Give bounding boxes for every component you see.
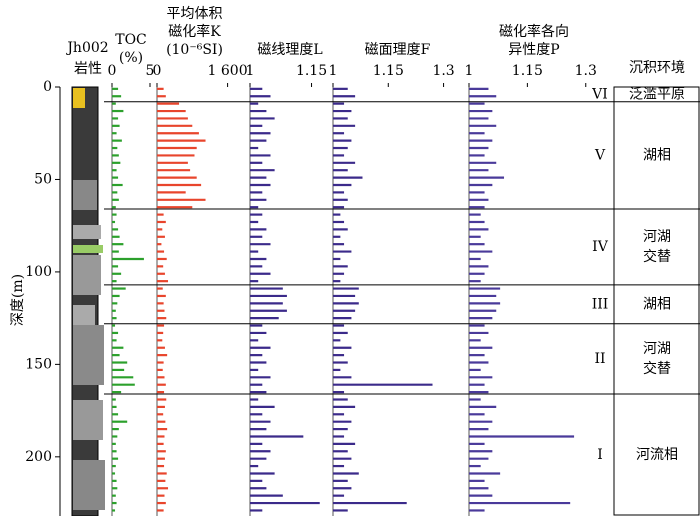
well-name: Jh002 — [65, 40, 108, 56]
track-title: 磁线理度L — [257, 42, 322, 58]
zone-label: IV — [592, 239, 609, 255]
x-tick-label: 1.3 — [432, 63, 454, 79]
x-tick-label: 1.15 — [512, 63, 543, 79]
track-title: (10⁻⁶SI) — [166, 42, 223, 58]
lithology-label: 岩性 — [74, 61, 102, 77]
environment-label: 交替 — [643, 248, 671, 265]
x-tick-label: 1.3 — [575, 63, 597, 79]
track-title: 平均体积 — [167, 6, 223, 22]
track-title: (%) — [119, 50, 143, 66]
y-tick-label: 0 — [43, 79, 52, 95]
environment-header: 沉积环境 — [629, 60, 685, 76]
x-tick-label: 1.15 — [296, 63, 327, 79]
x-tick-label: 0 — [153, 63, 162, 79]
x-tick-label: 1 — [465, 63, 474, 79]
track-title: 磁面理度F — [365, 42, 431, 58]
y-tick-label: 200 — [25, 449, 52, 465]
track-title: 磁化率K — [168, 23, 221, 40]
y-tick-label: 100 — [25, 264, 52, 280]
x-tick-label: 5 — [146, 63, 155, 79]
zone-label: II — [594, 351, 605, 367]
environment-column — [613, 86, 700, 516]
x-tick-label: 1 600 — [208, 63, 248, 79]
environment-label: 湖相 — [643, 296, 671, 312]
zone-label: III — [592, 296, 609, 312]
zone-label: VI — [591, 86, 608, 102]
track-title: 异性度P — [508, 42, 559, 58]
y-tick-label: 150 — [25, 356, 52, 372]
x-tick-label: 0 — [108, 63, 117, 79]
environment-label: 河流相 — [636, 447, 678, 463]
environment-label: 湖相 — [643, 147, 671, 163]
y-axis-label: 深度(m) — [10, 274, 26, 326]
track-title: TOC — [115, 32, 147, 48]
environment-label: 河湖 — [643, 341, 671, 357]
x-tick-label: 1 — [246, 63, 255, 79]
track-title: 磁化率各向 — [499, 23, 569, 40]
y-tick-label: 50 — [34, 171, 52, 187]
environment-label: 交替 — [643, 360, 671, 377]
environment-label: 河湖 — [643, 229, 671, 245]
zone-label: I — [597, 447, 603, 463]
environment-label: 泛滥平原 — [629, 86, 685, 102]
x-tick-label: 1 — [329, 63, 338, 79]
lithology-column — [71, 86, 105, 516]
x-tick-label: 1.15 — [373, 63, 404, 79]
zone-label: V — [594, 147, 606, 163]
